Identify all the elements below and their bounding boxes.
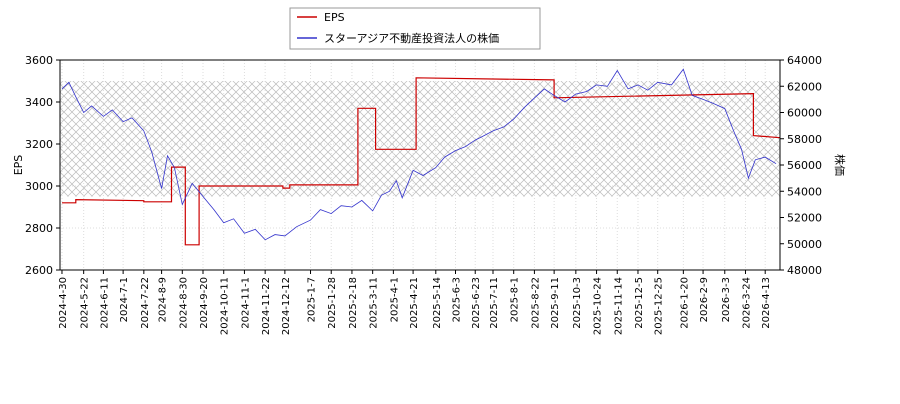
- x-tick-label: 2025-1-28: [327, 277, 338, 329]
- x-tick-label: 2024-8-9: [158, 277, 169, 322]
- x-tick-label: 2025-10-24: [593, 277, 604, 335]
- legend-box: [289, 7, 541, 50]
- x-tick-label: 2024-9-20: [199, 277, 210, 329]
- y2-tick-label: 54000: [787, 185, 822, 198]
- x-tick-label: 2026-3-24: [741, 277, 752, 329]
- shaded-band: [60, 81, 780, 197]
- y-axis-label: EPS: [12, 155, 25, 176]
- x-tick-label: 2024-10-11: [220, 277, 231, 335]
- y2-axis-label: 株価: [833, 154, 847, 176]
- series-line: [61, 68, 777, 241]
- x-tick-label: 2025-5-14: [432, 277, 443, 329]
- x-tick-label: 2025-1-7: [307, 277, 318, 322]
- x-tick-label: 2024-5-22: [80, 277, 91, 329]
- x-tick-label: 2026-1-20: [679, 277, 690, 329]
- x-tick-label: 2026-3-3: [721, 277, 732, 322]
- x-tick-label: 2024-7-1: [119, 277, 130, 322]
- x-tick-label: 2025-4-21: [409, 277, 420, 329]
- x-tick-label: 2024-6-11: [99, 277, 110, 329]
- y2-tick-label: 52000: [787, 212, 822, 225]
- x-tick-label: 2025-11-14: [613, 277, 624, 335]
- x-tick-label: 2024-12-12: [281, 277, 292, 335]
- y-tick-label: 3400: [25, 96, 53, 109]
- legend-label: スターアジア不動産投資法人の株価: [324, 31, 499, 45]
- y2-tick-label: 56000: [787, 159, 822, 172]
- plot-area: [60, 59, 781, 271]
- x-tick-label: 2024-11-22: [261, 277, 272, 335]
- x-tick-label: 2025-6-23: [471, 277, 482, 329]
- x-tick-label: 2024-8-30: [178, 277, 189, 329]
- y2-tick-label: 48000: [787, 264, 822, 277]
- x-tick-label: 2025-2-18: [348, 277, 359, 329]
- y-tick-label: 3600: [25, 54, 53, 67]
- y-tick-label: 2600: [25, 264, 53, 277]
- legend: EPS スターアジア不動産投資法人の株価: [289, 7, 541, 50]
- y2-tick-label: 50000: [787, 238, 822, 251]
- y-tick-label: 2800: [25, 222, 53, 235]
- x-tick-label: 2025-3-11: [369, 277, 380, 329]
- y2-tick-label: 64000: [787, 54, 822, 67]
- x-tick-label: 2024-7-22: [140, 277, 151, 329]
- x-tick-label: 2025-8-22: [530, 277, 541, 329]
- x-tick-label: 2025-9-11: [550, 277, 561, 329]
- y2-tick-label: 60000: [787, 107, 822, 120]
- y-tick-label: 3000: [25, 180, 53, 193]
- x-tick-label: 2025-7-11: [489, 277, 500, 329]
- x-tick-label: 2025-12-25: [654, 277, 665, 335]
- y-tick-label: 3200: [25, 138, 53, 151]
- y2-tick-label: 58000: [787, 133, 822, 146]
- x-tick-label: 2026-2-9: [699, 277, 710, 322]
- x-tick-label: 2025-10-3: [572, 277, 583, 329]
- x-tick-label: 2024-11-1: [240, 277, 251, 329]
- x-tick-label: 2024-4-30: [58, 277, 69, 329]
- y2-tick-label: 62000: [787, 80, 822, 93]
- legend-label: EPS: [324, 11, 345, 24]
- x-tick-label: 2026-4-13: [761, 277, 772, 329]
- x-tick-label: 2025-12-5: [634, 277, 645, 329]
- x-tick-label: 2025-8-1: [510, 277, 521, 322]
- x-tick-label: 2025-4-1: [389, 277, 400, 322]
- series-line: [62, 77, 781, 246]
- x-tick-label: 2025-6-3: [452, 277, 463, 322]
